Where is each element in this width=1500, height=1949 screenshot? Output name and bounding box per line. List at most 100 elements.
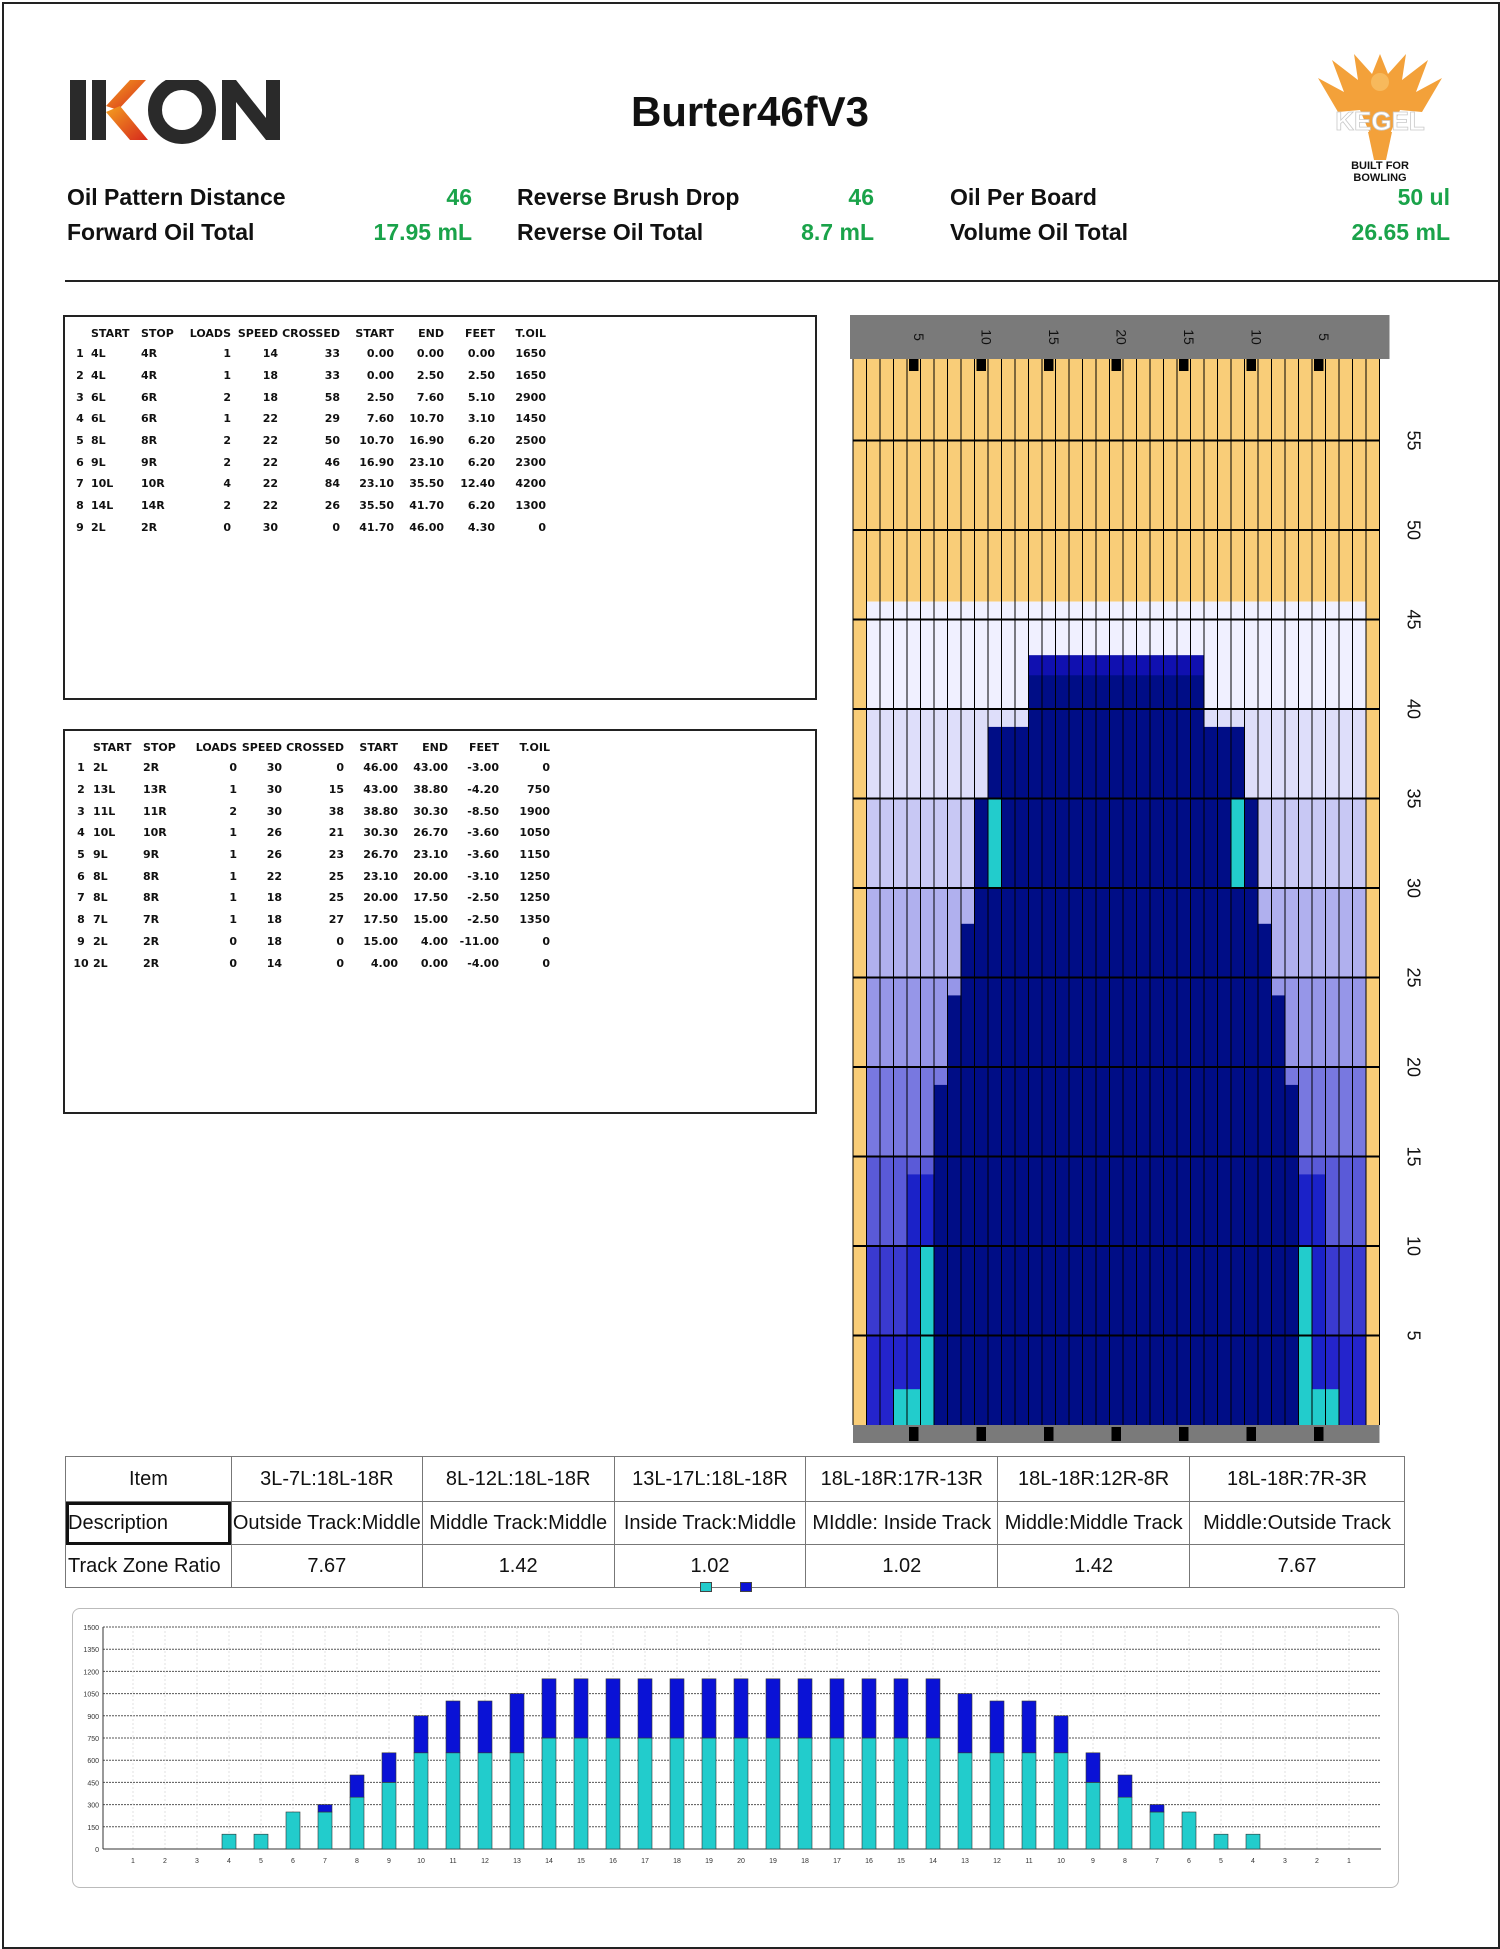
reverse-load-cell: -3.10 [467, 869, 499, 883]
x-tick-label: 10 [417, 1858, 425, 1865]
lane-header-bar [850, 315, 1390, 359]
oil-gradient-cell [920, 709, 934, 799]
oil-core-top [1190, 655, 1204, 676]
oil-gradient-cell [961, 798, 975, 888]
bar-segment [989, 1700, 1005, 1754]
oil-gradient-cell [934, 798, 948, 888]
oil-gradient-cell [1352, 1335, 1366, 1425]
forward-load-row: 5 8L 8R 2 22 50 10.70 16.90 6.20 2500 [69, 430, 546, 452]
reverse-load-cell: 26.70 [413, 826, 448, 840]
forward-load-row: 7 10L 10R 4 22 84 23.10 35.50 12.40 4200 [69, 473, 546, 495]
distance-label: 5 [1404, 1330, 1424, 1340]
distance-label: 25 [1404, 967, 1424, 987]
oil-gradient-cell [880, 798, 894, 888]
distance-label: 35 [1404, 788, 1424, 808]
oil-core-top [1042, 655, 1056, 676]
oil-gradient-cell [893, 798, 907, 888]
oil-core-board [1217, 726, 1231, 1425]
oil-gradient-cell [907, 709, 921, 799]
x-tick-label: 9 [387, 1858, 391, 1865]
oil-core-top [1055, 655, 1069, 676]
zone-cell: MIddle: Inside Track [805, 1501, 999, 1545]
bar-segment [1085, 1752, 1101, 1783]
target-marker-top [1246, 359, 1256, 371]
zone-cell: Outside Track:Middle [230, 1501, 423, 1545]
oil-gradient-cell [893, 888, 907, 978]
bar-segment [413, 1715, 429, 1754]
oil-gradient-cell [1339, 709, 1353, 799]
reverse-load-cell: 1 [229, 848, 237, 862]
bar-segment [669, 1737, 685, 1850]
zone-cell-selected[interactable]: Description [65, 1501, 232, 1545]
reverse-load-cell: 9 [77, 934, 85, 948]
reverse-load-cell: 9L [93, 848, 108, 862]
forward-load-cell: 2 [223, 390, 231, 404]
forward-load-cell: 30 [262, 520, 278, 534]
reverse-load-cell: 17.50 [413, 891, 448, 905]
reverse-load-cell: 10R [143, 826, 167, 840]
reverse-load-row: 4 10L 10R 1 26 21 30.30 26.70 -3.60 1050 [69, 822, 550, 844]
target-marker-bottom [909, 1427, 919, 1441]
reverse-load-cell: 23.10 [413, 848, 448, 862]
reverse-load-cell: -4.00 [467, 956, 499, 970]
reverse-load-cell: 20.00 [413, 869, 448, 883]
zone-cell: 18L-18R:7R-3R [1189, 1456, 1405, 1502]
legend-swatch-teal [700, 1582, 712, 1592]
forward-load-cell: 2.50 [416, 369, 444, 383]
oil-gradient-cell [1339, 1246, 1353, 1336]
x-tick-label: 10 [1057, 1858, 1065, 1865]
zone-cell: 8L-12L:18L-18R [421, 1456, 615, 1502]
oil-gradient-cell [1204, 601, 1218, 709]
reverse-load-cell: -4.20 [467, 783, 499, 797]
forward-load-row: 2 4L 4R 1 18 33 0.00 2.50 2.50 1650 [69, 365, 546, 387]
reverse-load-cell: 0 [336, 956, 344, 970]
forward-load-cell: 0 [538, 520, 546, 534]
reverse-load-cell: 8R [143, 869, 160, 883]
bar-segment [413, 1752, 429, 1850]
reverse-load-col-header: START [359, 740, 398, 754]
target-marker-top [1111, 359, 1121, 371]
oil-gradient-cell [866, 1156, 880, 1246]
zone-row-item: Item 3L-7L:18L-18R 8L-12L:18L-18R 13L-17… [65, 1456, 1405, 1502]
bar-segment [285, 1811, 301, 1850]
oil-gradient-cell [1217, 601, 1231, 709]
oil-gradient-cell [880, 601, 894, 709]
oil-core-board [1109, 655, 1123, 1425]
reverse-load-cell: 26 [266, 826, 282, 840]
forward-load-cell: 1650 [515, 347, 546, 361]
oil-core-board [1244, 798, 1258, 1425]
reverse-load-cell: 11R [143, 804, 167, 818]
zone-cell: 18L-18R:12R-8R [997, 1456, 1191, 1502]
forward-load-cell: 84 [324, 477, 340, 491]
board-number-label: 20 [1113, 329, 1129, 345]
oil-core-top [1109, 655, 1123, 676]
board-number-label: 10 [1248, 329, 1264, 345]
oil-gradient-cell [974, 709, 988, 799]
reverse-load-cell: 18 [266, 913, 282, 927]
forward-load-cell: 23.10 [359, 477, 394, 491]
oil-gradient-cell [1325, 798, 1339, 888]
forward-load-cell: 0.00 [467, 347, 495, 361]
bar-segment [1053, 1752, 1069, 1850]
forward-load-cell: 2 [223, 434, 231, 448]
oil-gradient-cell [947, 709, 961, 799]
bar-segment [573, 1737, 589, 1850]
forward-load-cell: 6R [141, 390, 158, 404]
oil-gradient-cell [1244, 601, 1258, 709]
pattern-title: Burter46fV3 [630, 88, 870, 135]
oil-gradient-cell [1325, 601, 1339, 709]
forward-load-cell: 35.50 [359, 499, 394, 513]
forward-load-cell: 4R [141, 369, 158, 383]
y-tick-label: 0 [95, 1847, 99, 1854]
x-tick-label: 17 [641, 1858, 649, 1865]
forward-load-cell: 4 [76, 412, 84, 426]
bar-segment [989, 1752, 1005, 1850]
reverse-load-cell: 11L [93, 804, 116, 818]
reverse-load-row: 10 2L 2R 0 14 0 4.00 0.00 -4.00 0 [69, 952, 550, 974]
oil-gradient-cell [1244, 709, 1258, 799]
oil-core-board [934, 1084, 948, 1425]
oil-gradient-cell [1298, 709, 1312, 799]
oil-core-board [1258, 923, 1272, 1425]
forward-load-cell: 2 [223, 499, 231, 513]
x-tick-label: 14 [929, 1858, 937, 1865]
